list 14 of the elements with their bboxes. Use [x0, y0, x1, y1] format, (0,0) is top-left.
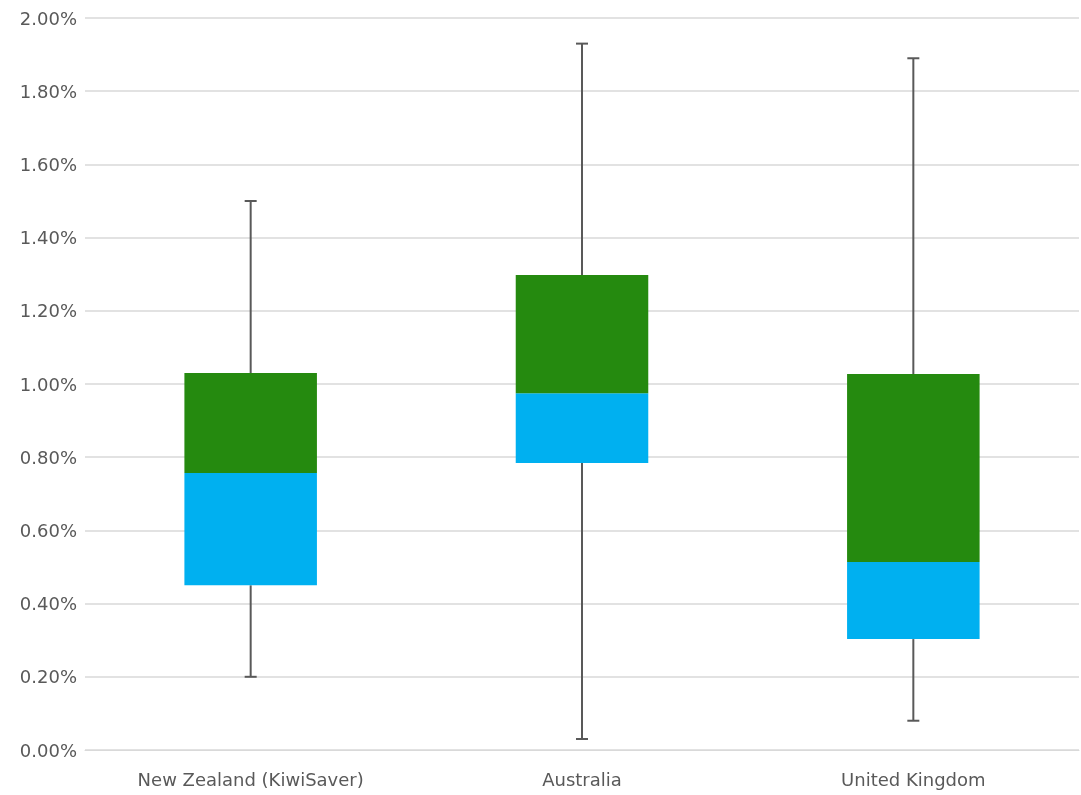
y-tick-label: 1.80%	[19, 80, 77, 102]
y-tick-label: 1.40%	[19, 227, 77, 249]
x-tick-label: New Zealand (KiwiSaver)	[137, 768, 364, 790]
x-tick-label: Australia	[542, 768, 622, 790]
y-tick-label: 0.40%	[19, 593, 77, 615]
y-tick-label: 0.20%	[19, 666, 77, 688]
y-tick-label: 2.00%	[19, 7, 77, 29]
y-tick-label: 0.60%	[19, 519, 77, 541]
y-tick-label: 1.20%	[19, 300, 77, 322]
y-tick-label: 1.00%	[19, 373, 77, 395]
x-tick-label: United Kingdom	[841, 768, 986, 790]
y-tick-label: 0.00%	[19, 739, 77, 761]
y-tick-label: 0.80%	[19, 446, 77, 468]
y-tick-label: 1.60%	[19, 153, 77, 175]
